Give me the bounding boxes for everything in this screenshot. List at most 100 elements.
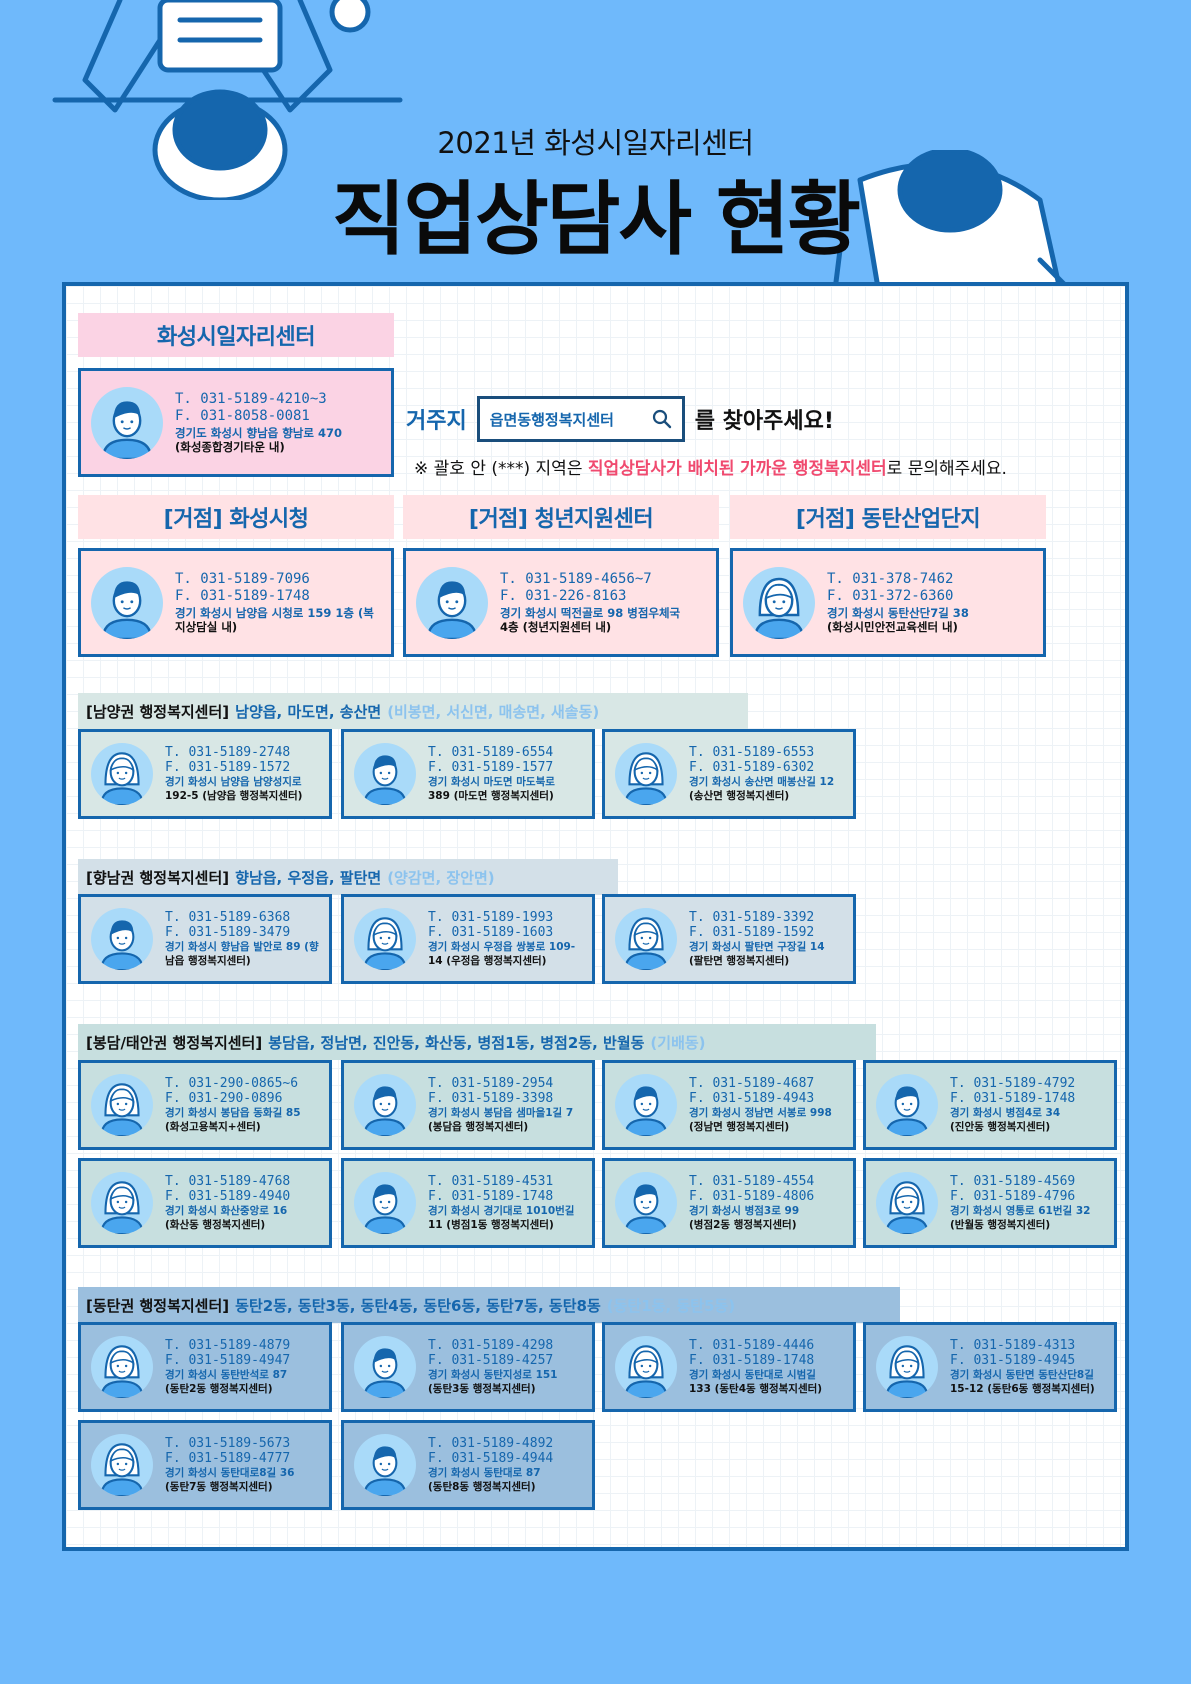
fax-number: F. 031-5189-1592 <box>689 925 815 941</box>
counselor-contact-card: T. 031-5189-4656~7 F. 031-226-8163 경기 화성시 … <box>403 548 719 657</box>
contact-info: T. 031-5189-4768 F. 031-5189-4940 경기 화성시 화… <box>165 1174 290 1232</box>
fax-number: F. 031-5189-4943 <box>689 1091 815 1107</box>
location-text: 133 (동탄4동 행정복지센터) <box>689 1382 823 1395</box>
address-text: 경기 화성시 동탄대로 시범길 <box>689 1368 816 1381</box>
location-text: (화성고용복지+센터) <box>165 1120 261 1133</box>
phone-number: T. 031-5189-5673 <box>165 1435 291 1451</box>
female-counselor-avatar <box>91 1172 153 1234</box>
phone-number: T. 031-5189-4554 <box>689 1173 815 1189</box>
address-text: 경기 화성시 경기대로 1010번길 <box>428 1204 575 1217</box>
counselor-contact-card: T. 031-5189-4446 F. 031-5189-1748 경기 화성시 동… <box>602 1322 856 1412</box>
location-text: 389 (마도면 행정복지센터) <box>428 789 554 802</box>
male-counselor-avatar <box>416 566 488 639</box>
contact-info: T. 031-5189-4313 F. 031-5189-4945 경기 화성시 동… <box>950 1338 1095 1396</box>
fax-number: F. 031-5189-4806 <box>689 1189 815 1205</box>
counselor-contact-card: T. 031-5189-1993 F. 031-5189-1603 경기 화성시 우… <box>341 894 595 984</box>
contact-info: T. 031-5189-2748 F. 031-5189-1572 경기 화성시 남… <box>165 745 302 803</box>
region-districts: 향남읍, 우정읍, 팔탄면 <box>235 868 382 887</box>
male-counselor-avatar <box>876 1074 938 1136</box>
fax-number: F. 031-5189-4777 <box>165 1451 291 1467</box>
female-counselor-avatar <box>354 908 416 970</box>
contact-info: T. 031-5189-5673 F. 031-5189-4777 경기 화성시 동… <box>165 1436 294 1494</box>
male-counselor-avatar <box>91 566 163 639</box>
phone-number: T. 031-5189-3392 <box>689 909 815 925</box>
fax-number: F. 031-5189-1572 <box>165 760 291 776</box>
male-counselor-avatar <box>91 386 163 459</box>
page-title: 직업상담사 현황 <box>331 173 861 266</box>
contact-info: T. 031-5189-6554 F. 031-5189-1577 경기 화성시 마… <box>428 745 555 803</box>
phone-number: T. 031-5189-4892 <box>428 1435 554 1451</box>
notice-text: ※ 괄호 안 (***) 지역은 직업상담사가 배치된 가까운 행정복지센터로 … <box>414 454 1007 479</box>
fax-number: F. 031-5189-1577 <box>428 760 554 776</box>
location-text: (병점2동 행정복지센터) <box>689 1218 797 1231</box>
address-text: 경기 화성시 송산면 매봉산길 12 <box>689 775 835 788</box>
counselor-contact-card: T. 031-5189-4569 F. 031-5189-4796 경기 화성시 영… <box>863 1158 1117 1248</box>
phone-number: T. 031-5189-4298 <box>428 1337 554 1353</box>
counselor-contact-card: T. 031-5189-7096 F. 031-5189-1748 경기 화성시 남… <box>78 548 394 657</box>
notice-suffix: 로 문의해주세요. <box>886 459 1007 479</box>
address-text: 경기 화성시 병점4로 34 <box>950 1106 1061 1119</box>
location-text: (송산면 행정복지센터) <box>689 789 790 802</box>
male-counselor-avatar <box>354 1434 416 1496</box>
region-banner: [향남권 행정복지센터] 향남읍, 우정읍, 팔탄면 (양감면, 장안면) <box>78 859 618 895</box>
counselor-contact-card: T. 031-5189-5673 F. 031-5189-4777 경기 화성시 동… <box>78 1420 332 1510</box>
address-text: 경기 화성시 우정읍 쌍봉로 109- <box>428 940 576 953</box>
fax-number: F. 031-290-0896 <box>165 1091 283 1107</box>
region-covered-districts: (동탄1동, 동탄5동) <box>606 1296 736 1315</box>
fax-number: F. 031-5189-6302 <box>689 760 815 776</box>
location-text: (동탄3동 행정복지센터) <box>428 1382 536 1395</box>
fax-number: F. 031-5189-4947 <box>165 1353 291 1369</box>
residence-label: 거주지 <box>406 409 467 434</box>
female-counselor-avatar <box>91 1336 153 1398</box>
female-counselor-avatar <box>615 743 677 805</box>
region-covered-districts: (비봉면, 서신면, 매송면, 새솔동) <box>387 702 600 721</box>
location-text: 15-12 (동탄6동 행정복지센터) <box>950 1382 1095 1395</box>
contact-info: T. 031-5189-4531 F. 031-5189-1748 경기 화성시 경… <box>428 1174 574 1232</box>
contact-info: T. 031-5189-3392 F. 031-5189-1592 경기 화성시 팔… <box>689 910 825 968</box>
fax-number: F. 031-372-6360 <box>827 588 954 605</box>
fax-number: F. 031-226-8163 <box>500 588 627 605</box>
region-banner: [남양권 행정복지센터] 남양읍, 마도면, 송산면 (비봉면, 서신면, 매송면,… <box>78 693 748 729</box>
counselor-contact-card: T. 031-5189-6368 F. 031-5189-3479 경기 화성시 향… <box>78 894 332 984</box>
location-text: (동탄2동 행정복지센터) <box>165 1382 273 1395</box>
location-text: (동탄7동 행정복지센터) <box>165 1480 273 1493</box>
location-text: 지상담실 내) <box>175 620 238 634</box>
fax-number: F. 031-5189-4945 <box>950 1353 1076 1369</box>
male-counselor-avatar <box>91 908 153 970</box>
address-text: 경기 화성시 마도면 마도북로 <box>428 775 555 788</box>
female-counselor-avatar <box>876 1172 938 1234</box>
phone-number: T. 031-378-7462 <box>827 570 954 587</box>
phone-number: T. 031-5189-4656~7 <box>500 570 652 587</box>
fax-number: F. 031-5189-4944 <box>428 1451 554 1467</box>
female-counselor-avatar <box>743 566 815 639</box>
center-title: 화성시일자리센터 <box>78 313 394 357</box>
contact-info: T. 031-5189-4210~3 F. 031-8058-0081 경기도 화성… <box>175 391 342 455</box>
contact-info: T. 031-5189-4892 F. 031-5189-4944 경기 화성시 동… <box>428 1436 553 1494</box>
counselor-contact-card: T. 031-5189-4531 F. 031-5189-1748 경기 화성시 경… <box>341 1158 595 1248</box>
contact-info: T. 031-5189-6368 F. 031-5189-3479 경기 화성시 향… <box>165 910 319 968</box>
male-counselor-avatar <box>615 1172 677 1234</box>
contact-info: T. 031-5189-6553 F. 031-5189-6302 경기 화성시 송… <box>689 745 834 803</box>
address-text: 경기 화성시 동탄면 동탄산단8길 <box>950 1368 1094 1381</box>
female-counselor-avatar <box>91 743 153 805</box>
residence-search-row: 거주지 읍면동행정복지센터 를 찾아주세요! <box>406 396 834 442</box>
phone-number: T. 031-290-0865~6 <box>165 1075 299 1091</box>
contact-info: T. 031-5189-4569 F. 031-5189-4796 경기 화성시 영… <box>950 1174 1090 1232</box>
search-box-text: 읍면동행정복지센터 <box>489 410 614 429</box>
location-text: 남읍 행정복지센터) <box>165 954 251 967</box>
region-name: [남양권 행정복지센터] <box>86 702 230 721</box>
phone-number: T. 031-5189-4768 <box>165 1173 291 1189</box>
fax-number: F. 031-5189-1748 <box>175 588 310 605</box>
address-text: 경기 화성시 동탄산단7길 38 <box>827 605 969 620</box>
phone-number: T. 031-5189-4879 <box>165 1337 291 1353</box>
male-counselor-avatar <box>354 1074 416 1136</box>
contact-info: T. 031-290-0865~6 F. 031-290-0896 경기 화성시 봉… <box>165 1076 301 1134</box>
hub-title: [거점] 청년지원센터 <box>403 495 719 539</box>
counselor-contact-card: T. 031-5189-2748 F. 031-5189-1572 경기 화성시 남… <box>78 729 332 819</box>
male-counselor-avatar <box>354 1172 416 1234</box>
address-text: 경기 화성시 병점3로 99 <box>689 1204 800 1217</box>
phone-number: T. 031-5189-1993 <box>428 909 554 925</box>
location-text: 4층 (청년지원센터 내) <box>500 620 612 634</box>
region-name: [동탄권 행정복지센터] <box>86 1296 230 1315</box>
district-search-box[interactable]: 읍면동행정복지센터 <box>476 396 685 442</box>
